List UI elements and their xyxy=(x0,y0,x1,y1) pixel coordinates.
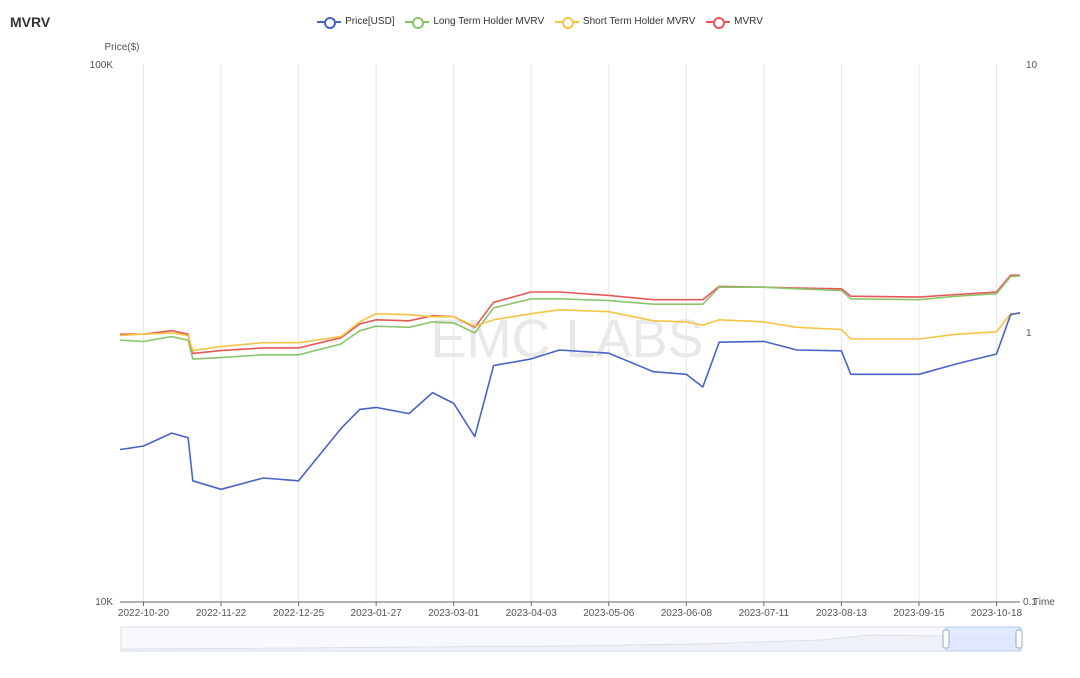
series-line-price-usd xyxy=(119,311,1021,491)
y-left-tick-bottom: 10K xyxy=(95,597,113,608)
zoom-handle-left[interactable] xyxy=(942,629,950,649)
x-tick-label-3: 2023-01-27 xyxy=(351,608,403,619)
page-title: MVRV xyxy=(10,14,51,30)
legend-line-circle-icon xyxy=(317,16,342,29)
x-tick-label-10: 2023-09-15 xyxy=(893,608,945,619)
legend-line-circle-icon xyxy=(706,16,731,29)
legend-item-price[interactable]: Price[USD] xyxy=(317,16,395,29)
x-tick-label-5: 2023-04-03 xyxy=(506,608,558,619)
legend-line-circle-icon xyxy=(554,16,579,29)
x-tick-label-7: 2023-06-08 xyxy=(661,608,713,619)
watermark: EMC LABS xyxy=(430,309,703,369)
x-tick-label-1: 2022-11-22 xyxy=(196,608,247,619)
legend-label-price: Price[USD] xyxy=(345,16,395,27)
x-tick-label-8: 2023-07-11 xyxy=(739,608,790,619)
x-tick-label-2: 2022-12-25 xyxy=(273,608,325,619)
x-tick-label-11: 2023-10-18 xyxy=(971,608,1023,619)
zoom-selected-range[interactable] xyxy=(945,626,1021,652)
legend-label-mvrv: MVRV xyxy=(734,16,763,27)
legend-label-sth-mvrv: Short Term Holder MVRV xyxy=(582,16,696,27)
legend-label-lth-mvrv: Long Term Holder MVRV xyxy=(433,16,545,27)
series-layer xyxy=(119,274,1021,491)
y-right-tick-mid: 1 xyxy=(1026,328,1032,339)
y-right-tick-top: 10 xyxy=(1026,60,1038,71)
zoom-preview-area xyxy=(120,634,1021,652)
x-axis-label: Time xyxy=(1033,597,1055,608)
grid-layer xyxy=(142,64,998,602)
legend-line-circle-icon xyxy=(405,16,430,29)
legend-item-mvrv[interactable]: MVRV xyxy=(706,16,763,29)
legend: Price[USD] Long Term Holder MVRV Short T… xyxy=(0,16,1080,30)
y-left-axis-label: Price($) xyxy=(104,42,139,53)
x-tick-label-6: 2023-05-06 xyxy=(583,608,635,619)
x-tick-label-4: 2023-03-01 xyxy=(428,608,480,619)
x-tick-label-0: 2022-10-20 xyxy=(118,608,170,619)
x-tick-labels: 2022-10-20 2022-11-22 2022-12-25 2023-01-27… xyxy=(118,602,1023,619)
legend-item-lth-mvrv[interactable]: Long Term Holder MVRV xyxy=(405,16,545,29)
series-line-short-term-holder-mvrv xyxy=(119,308,1020,352)
series-line-mvrv xyxy=(120,274,1020,355)
data-zoom-slider[interactable] xyxy=(120,626,1023,652)
x-tick-label-9: 2023-08-13 xyxy=(816,608,868,619)
y-right-tick-bottom: 0.1 xyxy=(1023,597,1037,608)
zoom-handle-right[interactable] xyxy=(1015,629,1023,649)
series-line-long-term-holder-mvrv xyxy=(119,275,1021,360)
legend-item-sth-mvrv[interactable]: Short Term Holder MVRV xyxy=(554,16,696,29)
y-left-tick-top: 100K xyxy=(90,60,114,71)
